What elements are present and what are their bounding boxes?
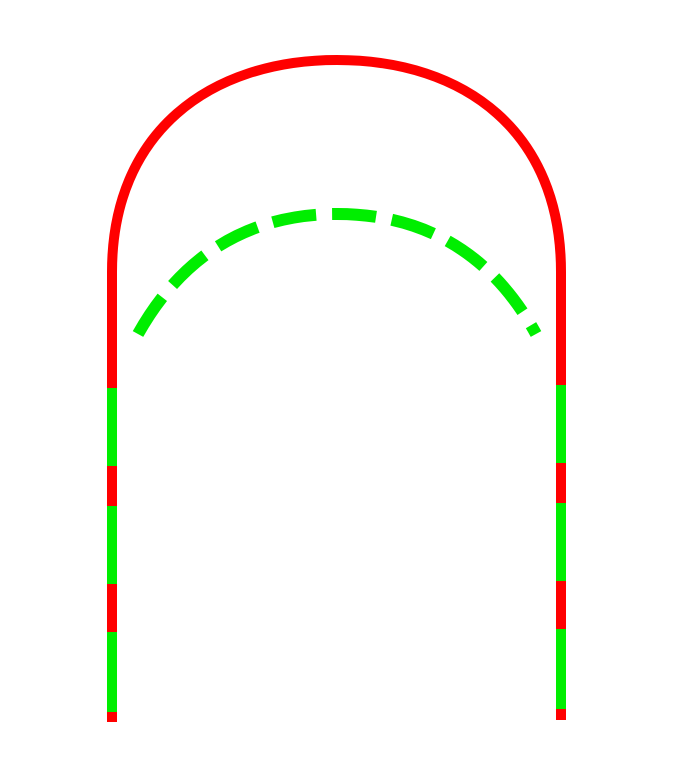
inner-dashed-arc: [132, 207, 542, 337]
outer-arch: [107, 54, 566, 722]
